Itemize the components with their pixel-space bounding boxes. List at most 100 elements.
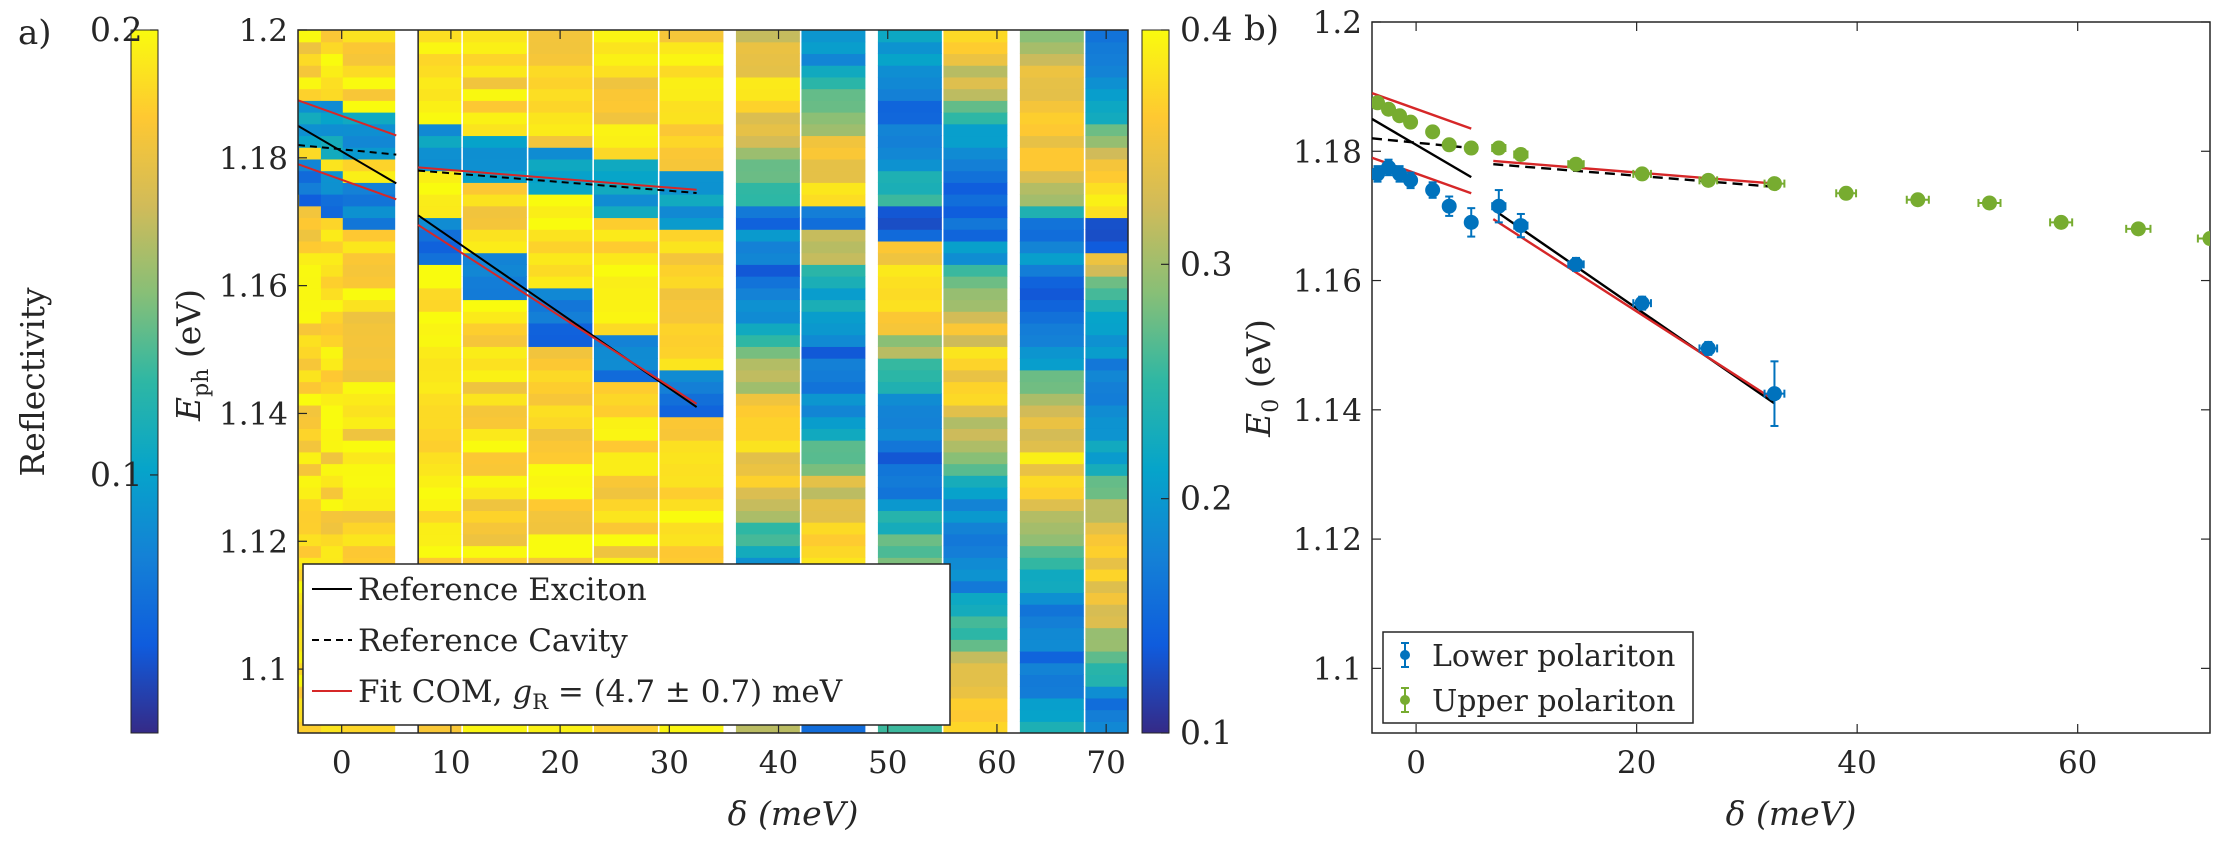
heatmap-cell xyxy=(342,299,407,312)
heatmap-cell xyxy=(342,428,407,441)
heatmap-cell xyxy=(877,100,942,113)
heatmap-cell xyxy=(943,346,1008,359)
heatmap-cell xyxy=(877,217,942,230)
heatmap-cell xyxy=(659,545,724,558)
heatmap-cell xyxy=(735,88,800,101)
fit-lower-line xyxy=(298,163,397,201)
heatmap-cell xyxy=(593,440,658,453)
heatmap-cell xyxy=(659,322,724,336)
heatmap-cell xyxy=(943,194,1008,207)
heatmap-cell xyxy=(659,123,724,137)
heatmap-cell xyxy=(593,451,658,465)
heatmap-cell xyxy=(593,276,658,289)
heatmap-cell xyxy=(877,322,942,336)
heatmap-cell xyxy=(1085,721,1128,733)
heatmap-cell xyxy=(462,30,527,43)
heatmap-cell xyxy=(943,252,1008,265)
heatmap-cell xyxy=(801,41,866,55)
heatmap-cell xyxy=(1085,205,1128,219)
heatmap-cell xyxy=(462,135,527,148)
panel-b-ticks: 0 20 40 60 1.1 1.12 1.14 1.16 1.18 1.2 xyxy=(1293,5,2210,781)
heatmap-cell xyxy=(462,264,527,277)
lower-polariton-point xyxy=(1441,195,1457,217)
heatmap-cell xyxy=(528,147,593,160)
lower-polariton-point xyxy=(1567,256,1585,272)
heatmap-cell xyxy=(735,41,800,55)
heatmap-cell xyxy=(462,147,527,160)
heatmap-cell xyxy=(877,440,942,453)
heatmap-cell xyxy=(877,358,942,371)
heatmap-cell xyxy=(1019,393,1084,406)
heatmap-cell xyxy=(943,674,1008,687)
x-tick-label: 50 xyxy=(868,745,907,781)
heatmap-cell xyxy=(801,287,866,301)
heatmap-cell xyxy=(342,498,407,511)
heatmap-cell xyxy=(735,100,800,113)
heatmap-cell xyxy=(877,240,942,254)
heatmap-cell xyxy=(801,100,866,113)
heatmap-cell xyxy=(1019,252,1084,265)
heatmap-cell xyxy=(943,369,1008,383)
heatmap-cell xyxy=(943,686,1008,699)
heatmap-cell xyxy=(735,194,800,207)
colorbar-tick-label: 0.2 xyxy=(90,10,142,49)
heatmap-cell xyxy=(801,182,866,195)
legend-fit-var: g xyxy=(512,674,532,710)
heatmap-cell xyxy=(462,721,527,733)
heatmap-cell xyxy=(342,451,407,465)
heatmap-cell xyxy=(1085,545,1128,558)
heatmap-cell xyxy=(877,252,942,265)
heatmap-cell xyxy=(528,416,593,429)
upper-polariton-point xyxy=(1392,108,1408,124)
heatmap-cell xyxy=(462,451,527,465)
heatmap-cell xyxy=(943,709,1008,722)
heatmap-cell xyxy=(877,533,942,547)
heatmap-cell xyxy=(593,346,658,359)
heatmap-cell xyxy=(593,522,658,535)
heatmap-cell xyxy=(593,65,658,78)
heatmap-cell xyxy=(1019,346,1084,359)
upper-polariton-point xyxy=(1463,140,1479,156)
heatmap-cell xyxy=(801,311,866,324)
heatmap-cell xyxy=(528,240,593,254)
heatmap-cell xyxy=(462,158,527,172)
heatmap-cell xyxy=(462,404,527,418)
heatmap-cell xyxy=(462,194,527,207)
heatmap-cell xyxy=(735,182,800,195)
heatmap-cell xyxy=(1085,264,1128,277)
heatmap-cell xyxy=(528,475,593,488)
heatmap-cell xyxy=(659,287,724,301)
heatmap-cell xyxy=(877,510,942,523)
heatmap-cell xyxy=(593,135,658,148)
heatmap-cell xyxy=(877,369,942,383)
heatmap-cell xyxy=(659,158,724,172)
heatmap-cell xyxy=(801,498,866,511)
heatmap-cell xyxy=(1019,41,1084,55)
heatmap-cell xyxy=(735,147,800,160)
heatmap-cell xyxy=(659,510,724,523)
heatmap-cell xyxy=(462,252,527,265)
heatmap-cell xyxy=(1019,299,1084,312)
heatmap-cell xyxy=(1085,510,1128,523)
heatmap-cell xyxy=(735,30,800,43)
upper-polariton-point xyxy=(1403,114,1419,130)
heatmap-cell xyxy=(735,170,800,183)
x-tick-label: 0 xyxy=(1406,745,1426,781)
heatmap-cell xyxy=(877,170,942,183)
heatmap-cell xyxy=(462,358,527,371)
heatmap-cell xyxy=(528,545,593,558)
heatmap-cell xyxy=(462,123,527,137)
heatmap-cell xyxy=(1019,416,1084,429)
heatmap-cell xyxy=(462,486,527,500)
heatmap-cell xyxy=(943,545,1008,558)
lower-polariton-point xyxy=(1632,295,1652,311)
heatmap-cell xyxy=(801,451,866,465)
heatmap-cell xyxy=(801,463,866,476)
heatmap-cell xyxy=(342,475,407,488)
heatmap-cell xyxy=(659,100,724,113)
heatmap-cell xyxy=(735,463,800,476)
heatmap-cell xyxy=(462,311,527,324)
heatmap-cell xyxy=(735,369,800,383)
heatmap-cell xyxy=(735,545,800,558)
upper-polariton-point xyxy=(1567,156,1585,172)
